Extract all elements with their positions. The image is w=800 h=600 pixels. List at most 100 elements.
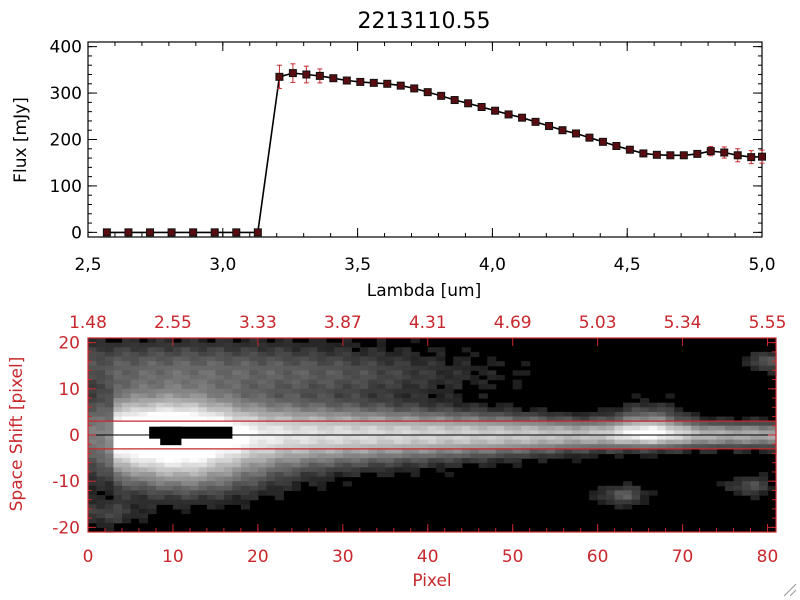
image-pixel xyxy=(648,421,658,427)
image-pixel xyxy=(410,467,420,473)
image-pixel xyxy=(206,416,216,422)
data-point xyxy=(747,153,756,162)
image-pixel xyxy=(317,416,327,422)
image-pixel xyxy=(113,508,123,515)
image-pixel xyxy=(317,421,327,427)
image-pixel xyxy=(759,365,769,371)
image-pixel xyxy=(300,458,310,464)
image-pixel xyxy=(334,448,344,455)
image-pixel xyxy=(478,462,488,468)
image-pixel xyxy=(215,499,225,505)
image-pixel xyxy=(88,485,98,492)
image-pixel xyxy=(733,481,743,487)
image-pixel xyxy=(444,462,454,468)
image-pixel xyxy=(427,347,437,353)
image-pixel xyxy=(138,388,149,395)
image-pixel xyxy=(359,365,369,371)
image-pixel xyxy=(206,490,216,496)
image-pixel xyxy=(147,444,157,450)
image-pixel xyxy=(393,421,403,427)
image-pixel xyxy=(266,379,276,385)
image-pixel xyxy=(487,407,497,413)
image-pixel xyxy=(444,425,454,431)
image-pixel xyxy=(478,411,488,418)
top-axis-tick-label: 5.03 xyxy=(579,313,617,333)
image-pixel xyxy=(453,421,463,427)
image-pixel xyxy=(495,435,505,441)
image-pixel xyxy=(665,435,675,441)
image-pixel xyxy=(206,453,216,459)
image-pixel xyxy=(385,467,395,473)
image-pixel xyxy=(368,407,378,413)
image-pixel xyxy=(198,393,208,399)
image-pixel xyxy=(249,462,259,468)
image-pixel xyxy=(215,374,225,381)
image-pixel xyxy=(555,453,565,459)
image-pixel xyxy=(198,495,208,501)
image-pixel xyxy=(257,439,267,445)
image-pixel xyxy=(368,379,378,385)
image-pixel xyxy=(342,356,352,362)
image-pixel xyxy=(198,347,208,353)
image-pixel xyxy=(631,448,641,455)
image-pixel xyxy=(308,476,318,482)
image-pixel xyxy=(223,471,233,478)
image-pixel xyxy=(266,384,276,390)
image-pixel xyxy=(733,421,743,427)
image-pixel xyxy=(334,425,344,431)
image-pixel xyxy=(767,361,777,367)
image-pixel xyxy=(665,425,675,431)
image-pixel xyxy=(274,379,284,385)
image-pixel xyxy=(427,425,437,431)
image-pixel xyxy=(232,402,242,408)
image-pixel xyxy=(750,476,760,482)
image-pixel xyxy=(614,425,624,431)
image-pixel xyxy=(495,411,505,418)
image-pixel xyxy=(104,398,115,404)
image-pixel xyxy=(96,342,106,348)
image-pixel xyxy=(104,356,115,362)
y-tick-label: 0 xyxy=(71,223,82,243)
image-pixel xyxy=(155,462,166,468)
image-pixel xyxy=(351,467,361,473)
image-pixel xyxy=(657,430,667,436)
image-pixel xyxy=(274,356,284,362)
resize-grip-line xyxy=(783,583,797,597)
image-pixel xyxy=(164,416,174,422)
image-pixel xyxy=(742,476,752,482)
image-pixel xyxy=(342,411,352,418)
image-pixel xyxy=(164,398,174,404)
image-pixel xyxy=(682,421,692,427)
image-pixel xyxy=(444,453,454,459)
image-pixel xyxy=(427,462,437,468)
image-pixel xyxy=(164,361,174,367)
image-pixel xyxy=(104,393,115,399)
image-pixel xyxy=(419,393,429,399)
image-pixel xyxy=(317,476,327,482)
image-pixel xyxy=(742,439,752,445)
image-pixel xyxy=(402,462,412,468)
image-pixel xyxy=(104,458,115,464)
image-pixel xyxy=(164,347,174,353)
image-pixel xyxy=(215,393,225,399)
image-pixel xyxy=(88,490,98,496)
image-pixel xyxy=(274,361,284,367)
image-pixel xyxy=(368,411,378,418)
image-pixel xyxy=(257,411,267,418)
image-pixel xyxy=(249,495,259,501)
top-axis-tick-label: 4.69 xyxy=(494,313,532,333)
image-pixel xyxy=(257,490,267,496)
image-pixel xyxy=(546,416,556,422)
image-pixel xyxy=(376,370,386,376)
image-pixel xyxy=(631,499,641,505)
image-pixel xyxy=(155,499,166,505)
image-pixel xyxy=(461,421,471,427)
image-pixel xyxy=(436,379,446,385)
image-pixel xyxy=(155,476,166,482)
image-pixel xyxy=(164,448,174,455)
image-pixel xyxy=(393,356,403,362)
image-pixel xyxy=(300,453,310,459)
image-pixel xyxy=(614,448,624,455)
image-pixel xyxy=(291,398,301,404)
image-pixel xyxy=(368,430,378,436)
